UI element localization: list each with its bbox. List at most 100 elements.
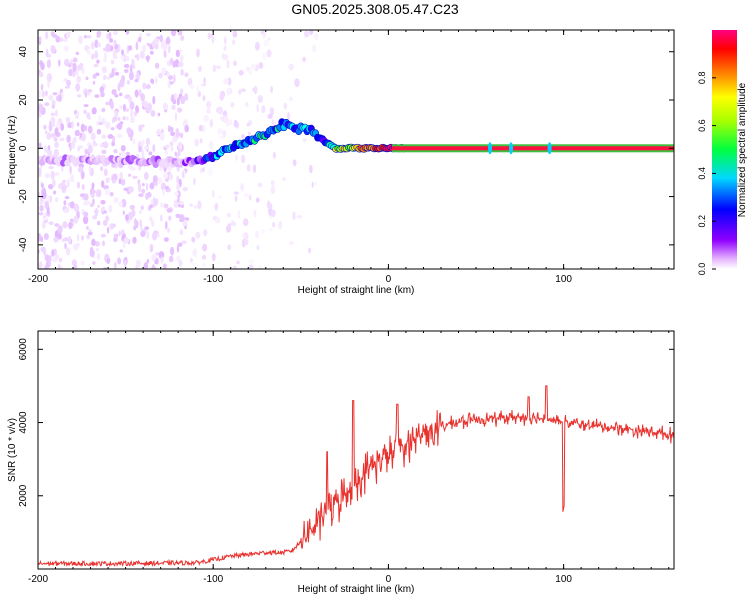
spectrogram-cell [50, 31, 55, 37]
spectrogram-cell [102, 141, 109, 149]
spectrogram-cell [241, 154, 246, 164]
spectrogram-cell [121, 49, 125, 56]
spectrogram-cell [83, 104, 89, 108]
spectrogram-cell [122, 53, 127, 63]
spectrogram-cell [69, 143, 72, 152]
spectrogram-cell [309, 164, 313, 174]
spectrogram-cell [160, 256, 164, 264]
spectrogram-cell [149, 204, 153, 209]
spectrogram-cell [54, 109, 59, 117]
spectrogram-cell [50, 112, 56, 117]
spectrogram-cell [66, 179, 70, 188]
spectrogram-cell [39, 261, 43, 269]
spectrogram-cell [43, 233, 49, 240]
spectrogram-cell [267, 113, 273, 119]
spectrogram-cell [288, 96, 293, 101]
spectrogram-cell [113, 233, 119, 239]
spectrogram-cell [88, 144, 93, 154]
spectrogram-ridge [38, 118, 674, 169]
spectrogram-cell [72, 62, 77, 72]
spectrogram-cell [173, 93, 178, 100]
spectrogram-cell [94, 52, 98, 59]
spectrogram-cell [127, 45, 133, 51]
spectrogram-cell [108, 204, 113, 213]
spectrogram-cell [91, 107, 97, 115]
spectrogram-cell [103, 75, 107, 80]
spectrogram-cell [131, 58, 135, 67]
spectrogram-cell [67, 121, 73, 129]
spectrogram-cell [211, 190, 215, 198]
spectrogram-cell [160, 202, 164, 209]
spectrogram-cell [40, 236, 44, 243]
spectrogram-cell [69, 218, 74, 222]
spectrogram-cell [218, 106, 223, 115]
spectrogram-cell [194, 138, 199, 147]
spectrogram-cell [71, 140, 76, 150]
spectrogram-cell [80, 260, 85, 266]
spectrogram-cell [150, 199, 154, 205]
spectrogram-cell [99, 86, 105, 94]
snr-x-ticks: -200 -100 0 100 [28, 331, 670, 585]
spectrogram-cell [52, 178, 56, 187]
spectrogram-cell [122, 210, 126, 216]
spectrogram-cell [261, 52, 267, 61]
spectrogram-cell [118, 178, 122, 185]
spectrogram-cell [266, 49, 272, 58]
spectrogram-cell [128, 173, 132, 177]
spectrogram-cell [227, 244, 232, 251]
spectrogram-cell [211, 34, 215, 44]
spectrogram-cell [67, 206, 70, 212]
spectrogram-cell [246, 164, 251, 172]
spectrogram-cell [110, 59, 115, 65]
spectrogram-cell [105, 101, 110, 106]
spectrogram-cell [237, 210, 241, 219]
spectrogram-cell [157, 112, 161, 117]
spectrogram-cell [214, 202, 219, 211]
spectrogram-cell [138, 124, 143, 132]
spectrogram-cell [41, 191, 47, 200]
x-tick-label: -100 [203, 274, 223, 285]
spectrogram-cell [92, 80, 96, 85]
spectrogram-cell [125, 30, 130, 35]
spectrogram-cell [60, 123, 65, 131]
spectrogram-cell [98, 115, 101, 122]
spectrogram-cell [176, 244, 180, 253]
spectrogram-cell [170, 131, 176, 137]
colorbar-tick-label: 0.6 [697, 119, 707, 132]
spectrogram-cell [177, 107, 183, 113]
spectrogram-cell [114, 94, 119, 98]
spectrogram-cell [227, 77, 232, 86]
spectrogram-cell [73, 203, 79, 212]
spectrogram-cell [162, 188, 166, 196]
spectrogram-cell [38, 90, 42, 98]
spectrogram-cell [92, 215, 97, 220]
spectrogram-cell [105, 43, 111, 53]
spectrogram-cell [82, 215, 89, 225]
spectrogram-cell [99, 143, 103, 148]
y-tick-label: 20 [18, 94, 29, 106]
spectrogram-cell [145, 137, 151, 146]
spectrogram-cell [104, 168, 108, 177]
spectrogram-cell [75, 51, 80, 56]
spectrogram-cell [147, 102, 152, 112]
spectrogram-cell [80, 170, 85, 180]
spectrogram-cell [203, 114, 209, 123]
spectrogram-y-label: Frequency (Hz) [7, 116, 18, 185]
spectrogram-cell [174, 112, 178, 121]
spectrogram-cell [176, 182, 180, 191]
spectrogram-cell [179, 200, 185, 206]
spectrogram-cell [58, 257, 63, 263]
x-tick-label: -200 [28, 274, 48, 285]
spectrogram-cell [173, 199, 178, 209]
spectrogram-cell [78, 35, 83, 45]
spectrogram-cell [223, 45, 227, 52]
spectrogram-cell [119, 249, 124, 253]
spectrogram-cell [77, 146, 80, 152]
spectrogram-cell [122, 116, 126, 121]
spectrogram-cell [139, 219, 142, 227]
spectrogram-cell [45, 31, 49, 40]
carrier-band-blip [488, 142, 493, 155]
spectrogram-cell [126, 127, 132, 135]
spectrogram-cell [189, 203, 194, 207]
spectrogram-cell [100, 199, 106, 205]
